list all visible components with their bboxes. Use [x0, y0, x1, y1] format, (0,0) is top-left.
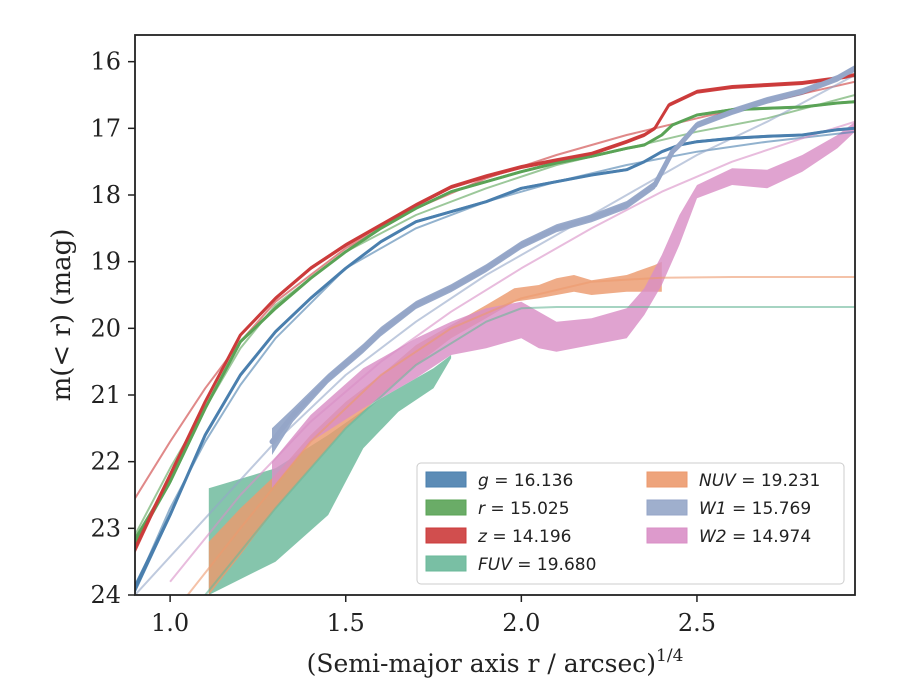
x-axis-label: (Semi-major axis r / arcsec)1/4 [307, 646, 684, 678]
model-curve-g [135, 130, 855, 589]
legend-label-fuv: FUV = 19.680 [478, 555, 596, 575]
band-fuv [208, 355, 452, 595]
x-tick-label: 2.5 [678, 609, 716, 637]
series-line-g [135, 126, 855, 590]
legend-label-w1: W1 = 15.769 [699, 499, 811, 519]
x-axis-label-text: (Semi-major axis r / arcsec) [307, 649, 656, 678]
y-axis-label: m(< r) (mag) [47, 229, 77, 402]
y-tick-label: 19 [90, 248, 121, 276]
y-axis-ticks: 16 17 18 19 20 21 22 23 24 [90, 48, 135, 609]
series-line-z [135, 73, 855, 550]
series-line-w1 [269, 65, 855, 445]
x-axis-ticks: 1.0 1.5 2.0 2.5 [151, 595, 716, 637]
x-tick-label: 2.0 [502, 609, 540, 637]
y-tick-label: 21 [90, 381, 121, 409]
y-tick-label: 17 [90, 114, 121, 142]
uncertainty-bands [135, 65, 855, 595]
model-curve-nuv [186, 276, 855, 595]
legend-swatch-g [425, 471, 467, 488]
y-tick-label: 16 [90, 48, 121, 76]
y-tick-label: 20 [90, 314, 121, 342]
x-axis-label-exponent: 1/4 [656, 646, 683, 666]
x-tick-label: 1.0 [151, 609, 189, 637]
y-tick-label: 18 [90, 181, 121, 209]
plot-frame [134, 34, 856, 596]
legend-frame [416, 462, 845, 585]
model-curve-w1 [135, 74, 855, 595]
legend-swatch-fuv [425, 555, 467, 572]
legend-label-nuv: NUV = 19.231 [699, 471, 820, 491]
x-tick-label: 1.5 [327, 609, 365, 637]
legend-swatch-w1 [646, 499, 688, 516]
y-tick-label: 22 [90, 448, 121, 476]
y-tick-label: 24 [90, 581, 121, 609]
model-curve-w2 [169, 120, 855, 583]
legend-label-w2: W2 = 14.974 [699, 527, 811, 547]
data-curves [135, 65, 855, 590]
legend-label-z: z = 14.196 [477, 527, 571, 547]
legend-label-r: r = 15.025 [478, 499, 570, 519]
band-w2 [272, 121, 855, 489]
y-tick-label: 23 [90, 514, 121, 542]
legend-swatch-r [425, 499, 467, 516]
legend: g = 16.136 r = 15.025 z = 14.196 FUV = 19.6… [416, 462, 845, 585]
legend-swatch-z [425, 527, 467, 544]
legend-swatch-w2 [646, 527, 688, 544]
legend-label-g: g = 16.136 [478, 471, 573, 491]
model-curve-fuv [204, 306, 855, 595]
legend-swatch-nuv [646, 471, 688, 488]
